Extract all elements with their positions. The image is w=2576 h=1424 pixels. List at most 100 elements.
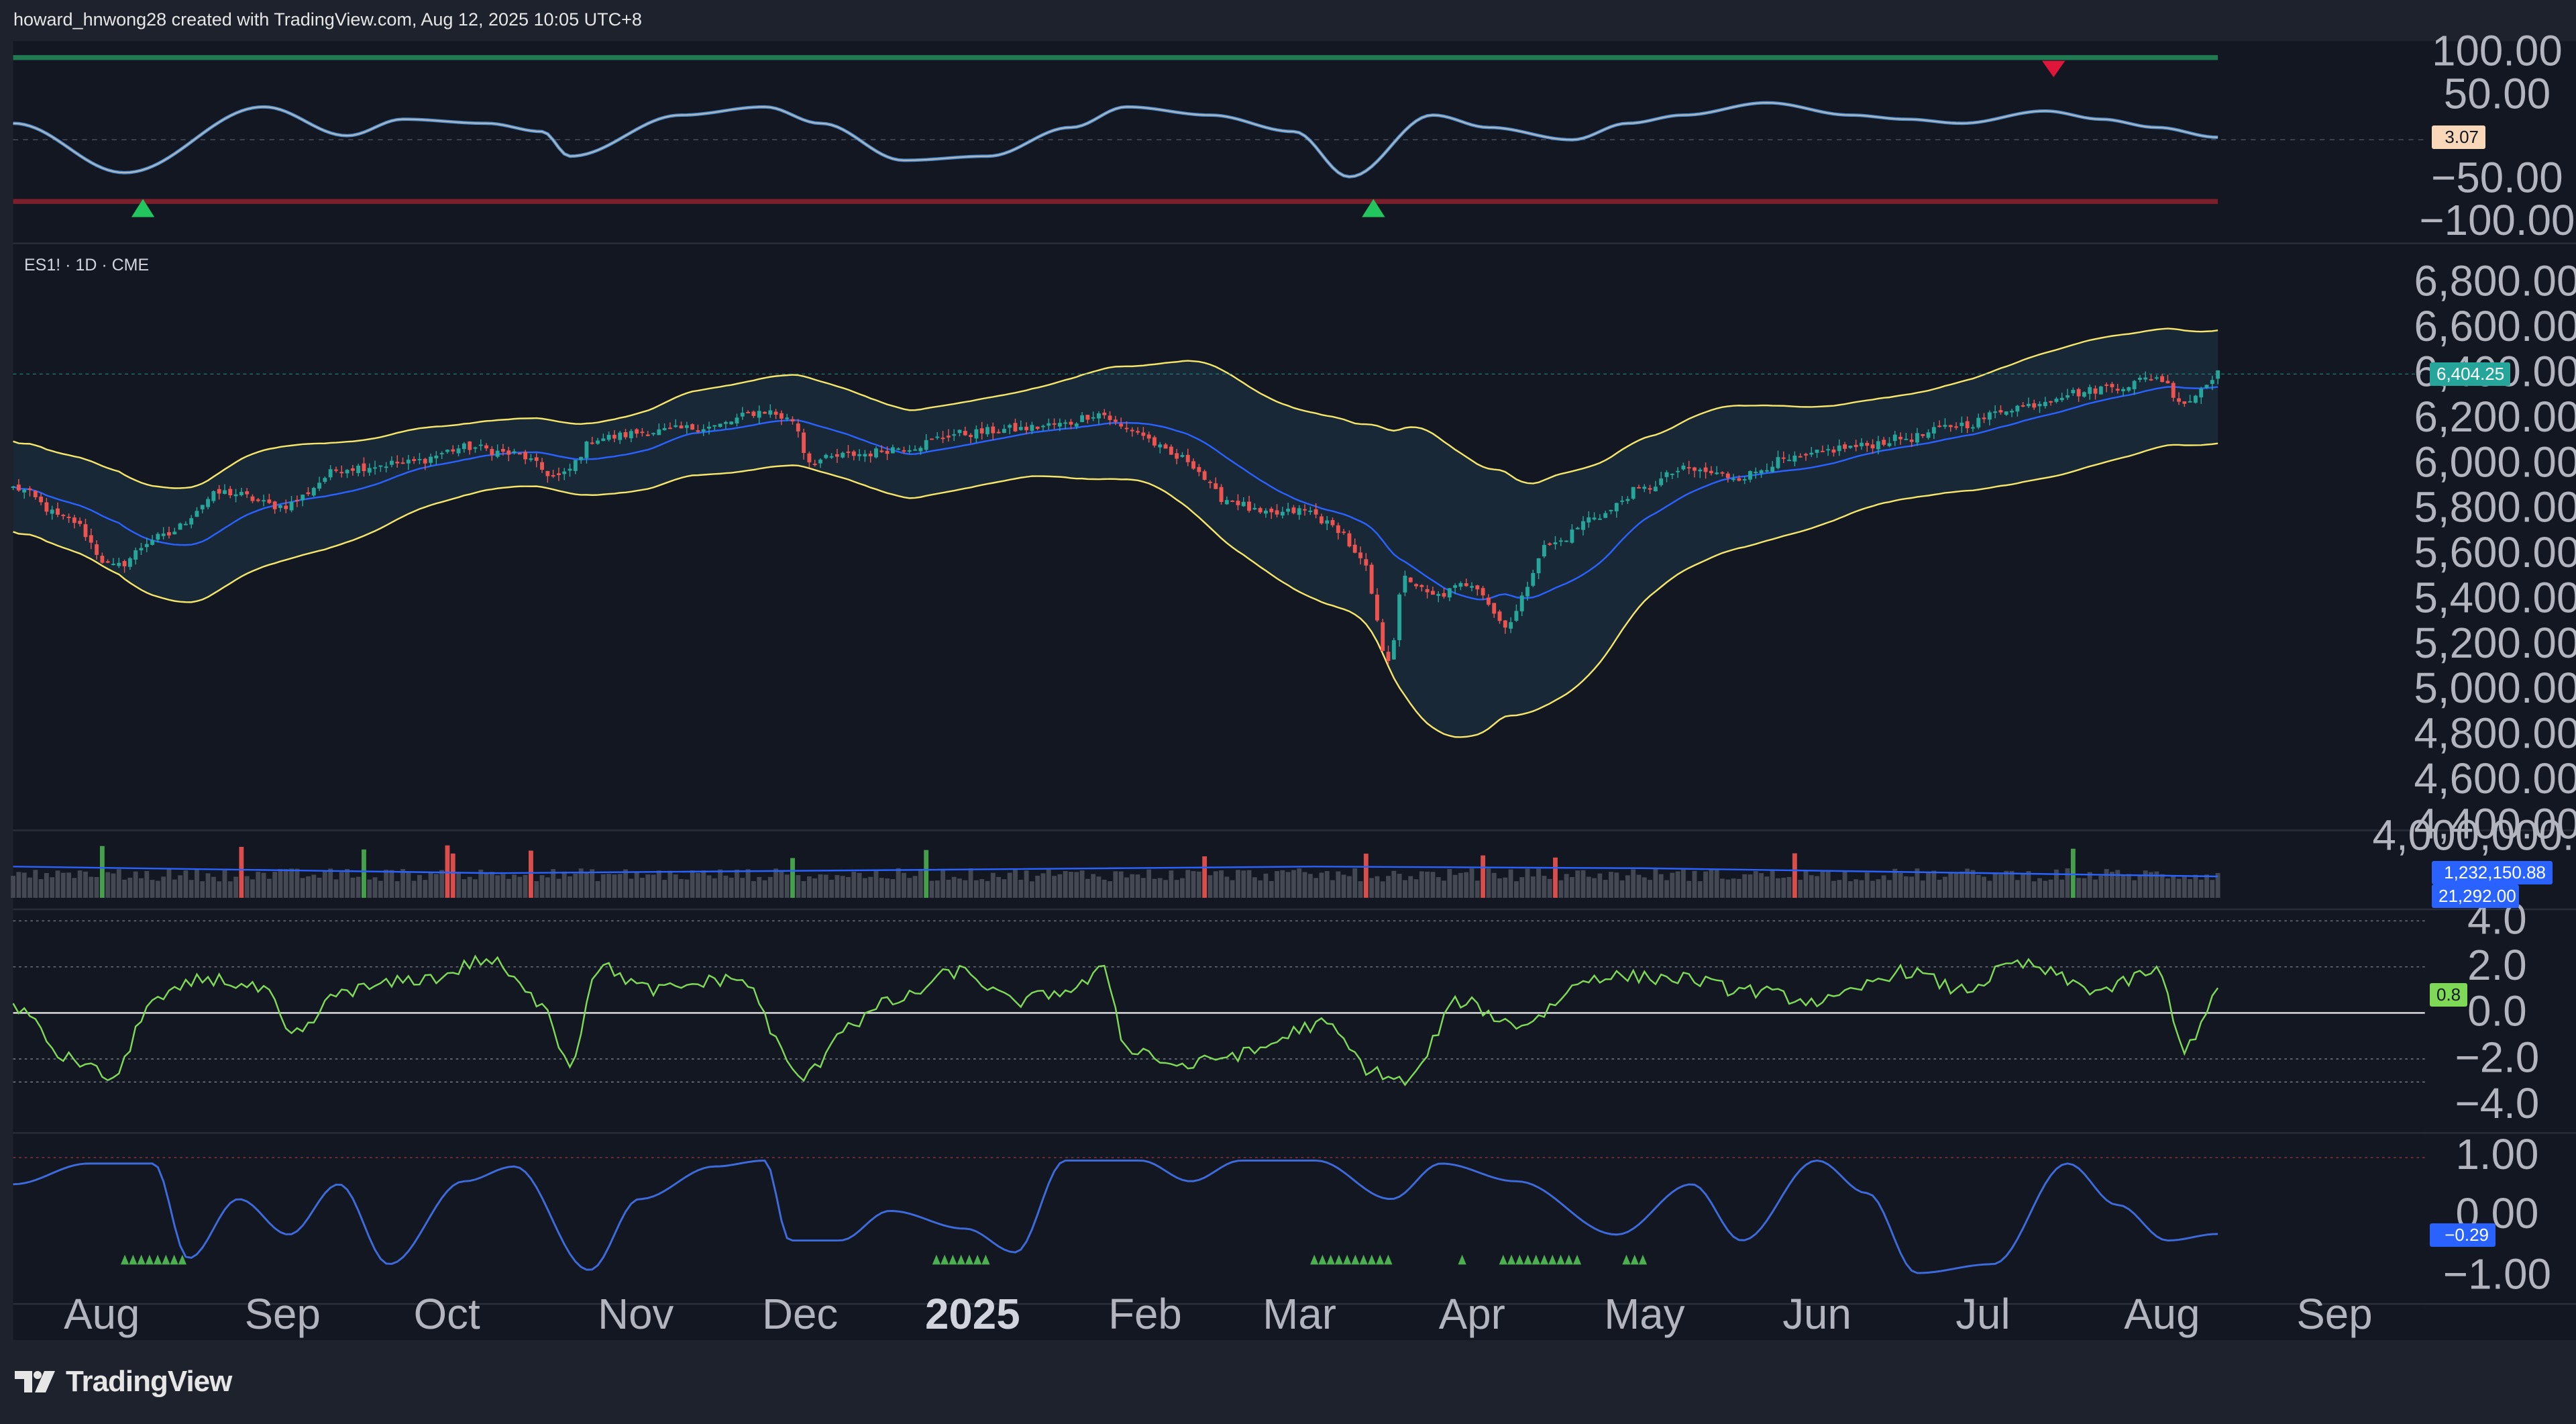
candle-body [690, 424, 695, 430]
volume-bar [1135, 874, 1140, 898]
volume-bar [1575, 870, 1580, 898]
candle-body [707, 426, 711, 429]
volume-bar [1413, 879, 1419, 898]
symbol-label[interactable]: ES1! · 1D · CME [24, 256, 150, 274]
volume-bar [1864, 872, 1870, 898]
volume-bar [1380, 881, 1385, 898]
volume-bar [478, 869, 484, 898]
candle-body [2110, 384, 2114, 388]
candle-body [211, 491, 216, 501]
signal-triangle [1334, 1254, 1344, 1265]
volume-bar [122, 879, 127, 898]
candle-body [1904, 438, 1909, 440]
candle-body [568, 468, 572, 471]
volume-bar [2087, 872, 2092, 898]
volume-bar [211, 876, 216, 898]
candle-body [1470, 586, 1474, 588]
candle-body [2171, 383, 2176, 398]
volume-bar [1491, 872, 1497, 898]
candle-body [924, 440, 928, 450]
candle-body [66, 516, 71, 518]
volume-bar [1931, 870, 1937, 898]
volume-bar [21, 872, 27, 898]
candle-body [596, 440, 600, 444]
volume-bar [1675, 871, 1680, 898]
volume-bar [50, 877, 55, 898]
volume-bar [1263, 873, 1269, 898]
candle-body [434, 455, 439, 459]
candle-body [657, 429, 661, 436]
volume-bar [1664, 880, 1669, 898]
candle-body [1191, 461, 1195, 469]
lower-tick: 1.00 [2455, 1131, 2538, 1178]
volume-bar [973, 880, 979, 898]
volume-bar [1720, 878, 1725, 898]
candle-body [373, 467, 377, 469]
volume-bar [1063, 870, 1068, 898]
candle-body [729, 421, 734, 425]
volume-bar [1959, 871, 1964, 898]
candle-body [362, 463, 366, 472]
signal-triangle [1351, 1254, 1360, 1265]
date-tick: Dec [762, 1290, 838, 1338]
candle-body [239, 492, 244, 495]
volume-bar [1091, 874, 1096, 898]
volume-bar [2065, 868, 2070, 898]
volume-bar [456, 872, 461, 898]
volume-bar [1029, 881, 1034, 898]
signal-triangle [1384, 1254, 1393, 1265]
candle-body [2059, 397, 2064, 401]
volume-bar [1447, 868, 1452, 898]
volume-bar [345, 868, 350, 898]
volume-bar [1859, 880, 1864, 898]
candle-body [356, 465, 361, 473]
volume-bar [623, 869, 628, 898]
candle-body [1352, 544, 1357, 553]
candle-body [1386, 652, 1391, 661]
volume-bar [500, 874, 506, 898]
candle-body [1391, 640, 1396, 660]
volume-bar [1731, 878, 1736, 898]
price-tick: 4,800.00 [2414, 710, 2576, 758]
volume-bar [1926, 872, 1931, 898]
tradingview-logo[interactable]: TradingView [15, 1365, 232, 1398]
volume-bar [1748, 874, 1753, 898]
volume-bar [1625, 875, 1630, 898]
candle-body [1798, 456, 1803, 458]
candle-body [1519, 595, 1524, 611]
signal-triangle [949, 1254, 957, 1265]
candle-body [601, 438, 606, 442]
volume-bar [2149, 872, 2153, 898]
volume-bar [28, 877, 32, 898]
volume-bar [840, 876, 845, 898]
volume-bar [723, 875, 729, 898]
volume-bar [907, 878, 912, 898]
candle-body [1492, 603, 1497, 614]
candle-body [50, 509, 54, 514]
volume-bar [1124, 877, 1129, 898]
candle-body [1291, 507, 1296, 513]
volume-bar [1937, 879, 1942, 898]
volume-bar [1369, 878, 1375, 898]
volume-bar [996, 876, 1001, 898]
candle-body [1018, 427, 1023, 430]
pane1-tick: −50.00 [2431, 154, 2563, 201]
volume-bar [1408, 876, 1413, 898]
candle-body [2132, 380, 2137, 390]
volume-bar [2031, 881, 2037, 898]
candle-body [189, 518, 194, 525]
volume-bar [729, 877, 734, 898]
candle-body [679, 425, 684, 429]
volume-bar [1013, 869, 1018, 898]
volume-bar [568, 876, 572, 898]
candle-body [918, 448, 923, 452]
volume-bar [2137, 874, 2143, 898]
volume-bar [189, 880, 194, 898]
date-tick: Sep [2296, 1290, 2372, 1338]
candle-body [1536, 558, 1541, 574]
candle-body [1436, 594, 1441, 596]
volume-bar [1597, 873, 1603, 898]
volume-bar [1336, 871, 1341, 898]
volume-bar [105, 872, 111, 898]
